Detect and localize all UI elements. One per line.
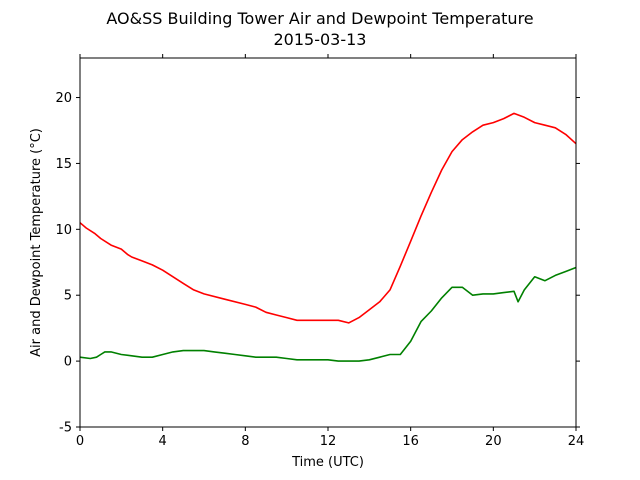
dewpoint-temperature-line [79,266,577,362]
y-tick-label: -5 [59,421,72,436]
y-tick-label: 20 [55,91,72,106]
x-tick-label: 16 [402,434,419,449]
y-tick-label: 10 [55,223,72,238]
plot-lines [79,112,577,362]
x-tick-label: 24 [568,434,585,449]
x-tick-label: 0 [76,434,84,449]
x-tick-label: 12 [320,434,337,449]
y-tick-label: 0 [64,355,72,370]
air-temperature-line [79,112,577,324]
x-tick-label: 8 [241,434,249,449]
x-tick-label: 20 [485,434,502,449]
chart-subtitle: 2015-03-13 [274,30,367,49]
axis-ticks: 0 4 8 12 16 20 24 -5 0 5 10 15 20 [55,54,584,449]
chart-title: AO&SS Building Tower Air and Dewpoint Te… [106,9,533,28]
x-tick-label: 4 [159,434,167,449]
plot-frame [79,57,577,428]
y-axis-label: Air and Dewpoint Temperature (°C) [29,128,44,357]
x-axis-label: Time (UTC) [291,455,364,470]
y-tick-label: 15 [55,157,72,172]
y-tick-label: 5 [64,289,72,304]
